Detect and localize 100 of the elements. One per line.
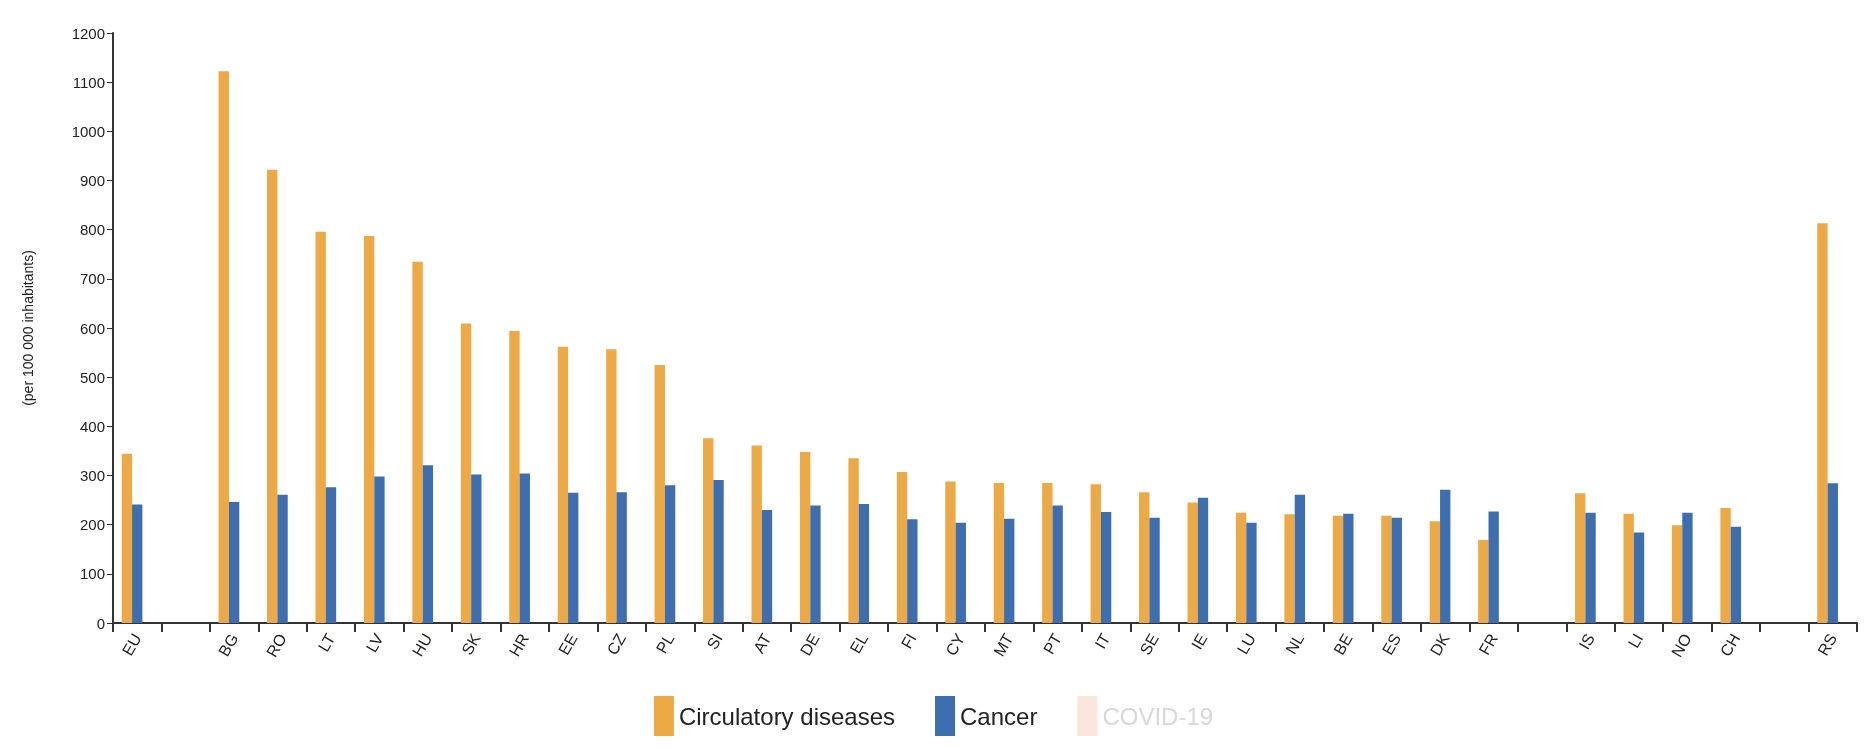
y-tick-label: 900 bbox=[79, 172, 105, 189]
x-tick-label: LU bbox=[1233, 630, 1259, 657]
bar bbox=[412, 261, 423, 623]
y-tick-label: 600 bbox=[79, 319, 105, 337]
x-tick-label: FR bbox=[1475, 630, 1502, 658]
bar bbox=[955, 522, 966, 623]
x-tick-label: EL bbox=[846, 630, 872, 657]
bar bbox=[1585, 512, 1596, 623]
bar bbox=[267, 169, 278, 623]
bar bbox=[1682, 512, 1693, 623]
bar bbox=[1623, 513, 1634, 623]
x-tick-label: RS bbox=[1814, 630, 1841, 659]
bar bbox=[121, 453, 133, 623]
y-tick-label: 200 bbox=[79, 516, 105, 534]
bar bbox=[1429, 521, 1441, 623]
y-tick-label: 800 bbox=[79, 221, 105, 239]
y-tick-label: 400 bbox=[79, 417, 105, 435]
x-tick-label: NO bbox=[1668, 630, 1695, 661]
bar bbox=[1332, 515, 1344, 623]
bar bbox=[557, 346, 569, 623]
bar bbox=[1671, 525, 1683, 623]
bar bbox=[519, 473, 530, 623]
bar bbox=[1391, 517, 1402, 623]
bar bbox=[1343, 513, 1354, 623]
x-tick-label: SK bbox=[458, 630, 484, 658]
x-tick-label: PL bbox=[652, 630, 678, 657]
bar bbox=[751, 445, 762, 623]
x-tick-label: BE bbox=[1330, 630, 1356, 658]
bar bbox=[1197, 497, 1209, 623]
y-axis-title: (per 100 000 inhabitants) bbox=[20, 250, 36, 406]
x-tick-label: PT bbox=[1040, 630, 1066, 657]
x-tick-label: AT bbox=[750, 630, 775, 656]
bar bbox=[1827, 483, 1838, 623]
bar bbox=[1149, 517, 1160, 623]
bar bbox=[1284, 514, 1295, 623]
bar bbox=[1730, 526, 1742, 623]
bar bbox=[1090, 484, 1101, 623]
bar bbox=[1440, 489, 1451, 623]
bar bbox=[471, 474, 482, 623]
x-tick-label: MT bbox=[990, 630, 1017, 660]
bar bbox=[1720, 507, 1731, 623]
bar bbox=[277, 494, 288, 623]
x-tick-label: NL bbox=[1282, 630, 1308, 657]
bar bbox=[848, 458, 859, 623]
x-tick-label: FI bbox=[897, 630, 920, 652]
y-tick-label: 0 bbox=[96, 614, 105, 632]
bar bbox=[993, 482, 1005, 623]
bar bbox=[1004, 518, 1015, 623]
x-tick-label: DK bbox=[1426, 630, 1453, 659]
x-tick-label: DE bbox=[796, 630, 823, 659]
bar bbox=[1246, 522, 1257, 623]
bar bbox=[363, 236, 375, 623]
bar bbox=[858, 504, 870, 623]
x-tick-label: CZ bbox=[603, 630, 630, 658]
bar bbox=[1488, 511, 1499, 623]
x-tick-label: IS bbox=[1575, 630, 1598, 653]
bar bbox=[1817, 223, 1828, 623]
bar bbox=[1633, 532, 1645, 623]
x-tick-label: EE bbox=[555, 630, 581, 658]
x-tick-label: HU bbox=[408, 630, 436, 660]
x-tick-label: BG bbox=[215, 630, 242, 660]
bar bbox=[1235, 512, 1247, 623]
bar bbox=[810, 505, 821, 623]
x-tick-label: ES bbox=[1378, 630, 1405, 658]
x-tick-label: EU bbox=[118, 630, 145, 659]
y-tick-label: 100 bbox=[79, 565, 105, 583]
y-tick-label: 1200 bbox=[71, 24, 105, 42]
bar bbox=[132, 504, 143, 623]
bar bbox=[761, 509, 773, 623]
x-tick-label: LT bbox=[314, 630, 339, 655]
bar bbox=[896, 472, 908, 623]
bar bbox=[945, 481, 956, 623]
bar bbox=[703, 438, 714, 623]
bar bbox=[1381, 515, 1392, 623]
legend-label: Cancer bbox=[960, 702, 1038, 730]
bar bbox=[664, 485, 676, 623]
x-tick-label: LI bbox=[1624, 630, 1647, 651]
y-tick-label: 1000 bbox=[71, 122, 105, 140]
bar bbox=[1042, 482, 1053, 623]
bar bbox=[1478, 539, 1489, 623]
x-tick-label: SE bbox=[1136, 630, 1162, 658]
bar bbox=[568, 492, 579, 623]
bar bbox=[1187, 502, 1198, 623]
x-tick-label: HR bbox=[505, 630, 533, 660]
bar bbox=[422, 465, 434, 623]
bar bbox=[713, 479, 724, 623]
x-tick-label: IE bbox=[1188, 630, 1211, 653]
bar bbox=[1139, 492, 1150, 623]
bar bbox=[509, 330, 520, 623]
x-tick-label: CY bbox=[942, 630, 969, 659]
bar bbox=[799, 451, 811, 623]
y-tick-label: 300 bbox=[79, 467, 105, 484]
bar bbox=[1294, 494, 1306, 623]
x-tick-label: LV bbox=[362, 630, 387, 656]
bar bbox=[654, 364, 665, 623]
bar bbox=[1575, 493, 1586, 623]
bar bbox=[907, 519, 918, 623]
bar bbox=[315, 231, 326, 623]
y-tick-label: 1100 bbox=[72, 73, 105, 91]
x-tick-label: IT bbox=[1091, 630, 1114, 652]
